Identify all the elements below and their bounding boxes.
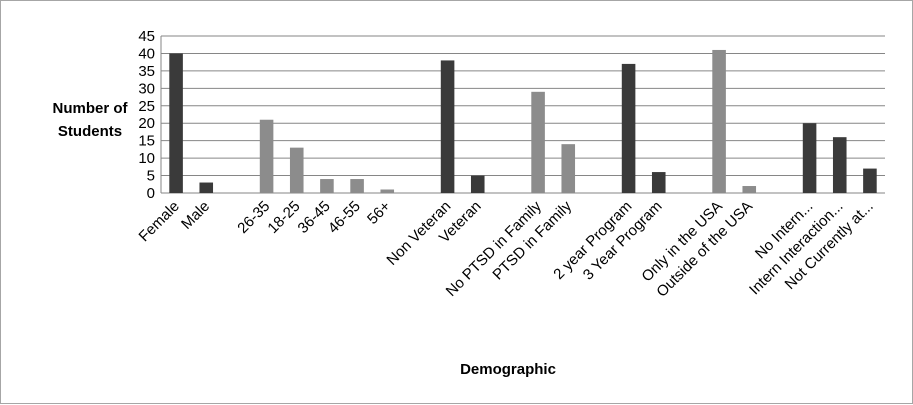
x-tick-label: 36-45 [295,198,334,237]
y-tick-label: 30 [138,80,155,97]
bar [651,172,666,193]
bar [470,175,485,193]
bar [380,189,395,193]
bar [742,186,757,193]
x-tick-label: 26-35 [234,198,273,237]
bar [712,49,726,194]
x-axis-title: Demographic [460,361,556,378]
bar [199,182,214,193]
x-tick-label: 18-25 [264,198,303,237]
y-tick-label: 15 [138,133,155,150]
bar [320,179,334,193]
y-axis-title-line-1: Number of [53,100,129,117]
y-tick-label: 35 [138,63,155,80]
bar [259,119,274,193]
x-tick-label: Male [178,198,213,233]
x-tick-label: 46-55 [325,198,364,237]
bar [440,60,455,193]
bar [832,137,847,193]
bars [169,49,877,194]
y-axis-title-line-2: Students [58,123,122,140]
y-tick-label: 25 [138,98,155,115]
gridlines [160,35,885,194]
y-tick-label: 10 [138,150,155,167]
bar [561,144,576,193]
y-tick-label: 20 [138,115,155,132]
bar [802,123,817,193]
bar [863,168,877,193]
bar [621,63,636,194]
x-tick-label: 56+ [364,198,394,228]
bar [350,179,364,193]
bar [289,147,304,193]
x-tick-label: Female [136,198,183,245]
y-tick-label: 45 [138,28,155,45]
y-tick-label: 0 [147,185,155,202]
y-tick-label: 5 [147,168,155,185]
y-tick-label: 40 [138,45,155,62]
bar [531,91,545,193]
bar [169,53,183,193]
